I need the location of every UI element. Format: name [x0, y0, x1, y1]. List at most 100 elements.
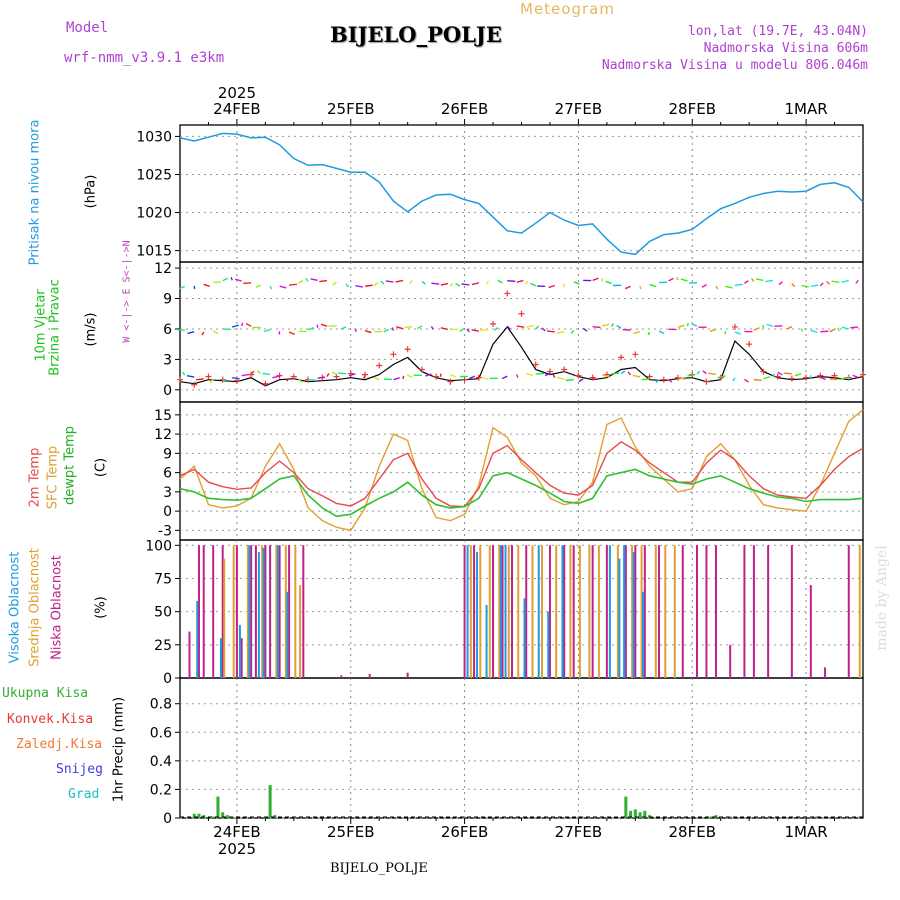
wind-direction-arrow [373, 282, 379, 287]
wind-direction-arrow [417, 325, 423, 330]
wind-direction-arrow [425, 373, 432, 377]
precip-bar [633, 809, 637, 818]
date-label-top: 25FEB [327, 100, 374, 118]
gust-point-marker [646, 373, 653, 380]
wind-direction-arrow [535, 325, 540, 330]
wind-direction-arrow [298, 279, 304, 284]
wind-direction-arrow [715, 285, 719, 290]
wind-direction-arrow [363, 375, 366, 379]
elevation-label: Nadmorska Visina 606m [703, 41, 868, 56]
wind-direction-arrow [385, 280, 394, 283]
legend-convective-rain: Konvek.Kisa [7, 712, 94, 727]
wind-direction-arrow [431, 282, 440, 285]
precip-bar [268, 785, 272, 818]
wind-direction-arrow [338, 372, 347, 375]
wind-direction-arrow [383, 328, 390, 333]
dewpoint-series-line [179, 468, 864, 518]
date-label-top: 27FEB [555, 100, 602, 118]
wind-direction-arrow [222, 277, 229, 282]
gust-point-marker [418, 366, 425, 373]
precip-bar [814, 816, 818, 818]
wind-direction-arrow [230, 276, 233, 281]
wind-direction-arrow [354, 328, 357, 332]
wind-direction-arrow [450, 374, 457, 378]
wind-direction-arrow [766, 323, 774, 328]
wind-direction-arrow [641, 377, 650, 381]
wind-direction-arrow [744, 378, 749, 383]
ytick-label-precip: 0.8 [150, 697, 172, 713]
wind-direction-arrow [753, 327, 760, 331]
precip-bar [216, 796, 220, 818]
wind-direction-arrow [548, 284, 555, 289]
wind-direction-arrow [668, 277, 674, 282]
gust-point-marker [461, 376, 468, 383]
ytick-label-pressure: 1025 [136, 167, 172, 183]
wind-direction-arrow [825, 280, 831, 285]
wind-direction-arrow [187, 331, 195, 335]
wind-direction-arrow [256, 370, 262, 375]
gust-point-marker [262, 380, 269, 387]
wind-direction-arrow [841, 280, 849, 283]
wind-direction-arrow [310, 278, 318, 281]
wind-direction-arrow [800, 328, 803, 332]
wind-direction-arrow [709, 328, 717, 333]
precip-bar [225, 815, 229, 818]
ytick-label-temperature: 15 [154, 408, 172, 424]
wind-direction-arrow [471, 329, 479, 332]
ytick-label-wind: 6 [163, 322, 172, 338]
gust-point-marker [504, 290, 511, 297]
gust-point-marker [731, 323, 738, 330]
wind-direction-arrow [570, 329, 575, 334]
wind-direction-arrow [364, 284, 373, 288]
wind-direction-arrow [680, 278, 688, 282]
wind-direction-arrow [471, 282, 479, 286]
gust-point-marker [803, 374, 810, 381]
wind-direction-arrow [203, 283, 211, 288]
wind-direction-arrow [810, 284, 819, 288]
wind-direction-arrow [620, 370, 626, 375]
year-label-bottom: 2025 [218, 840, 256, 858]
station-title: BIJELO_POLJE [330, 22, 502, 47]
wind-direction-arrow [516, 374, 519, 378]
wind-direction-arrow [298, 378, 303, 383]
legend-total-rain: Ukupna Kisa [2, 686, 89, 701]
gust-point-marker [276, 372, 283, 379]
wind-direction-arrow [687, 373, 695, 377]
wind-direction-arrow [176, 328, 185, 332]
gust-point-marker [561, 366, 568, 373]
wind-direction-arrow [255, 284, 261, 289]
panel-frame-wind [179, 261, 864, 403]
gust-point-marker [632, 351, 639, 358]
precip-bar [643, 810, 647, 818]
date-label-top: 1MAR [784, 100, 827, 118]
wind-direction-arrow [691, 323, 698, 327]
precip-bar [624, 796, 628, 818]
wind-direction-arrow [744, 280, 749, 284]
gust-point-marker [191, 381, 198, 388]
ytick-label-clouds: 25 [154, 638, 172, 654]
ytick-label-precip: 0 [163, 811, 172, 827]
ytick-label-wind: 12 [154, 261, 172, 277]
wind-direction-arrow [486, 280, 489, 285]
wind-direction-arrow [702, 370, 707, 375]
date-label-bottom: 25FEB [327, 823, 374, 841]
wind-direction-arrow [778, 281, 783, 286]
wind-direction-arrow [232, 376, 240, 380]
wind-direction-arrow [611, 323, 615, 327]
gust-point-marker [703, 378, 710, 385]
wind-direction-arrow [201, 331, 205, 336]
precip-bar [629, 810, 633, 818]
year-label-top: 2025 [218, 84, 256, 102]
ytick-label-wind: 0 [163, 383, 172, 399]
wind-direction-arrow [696, 370, 701, 375]
wind-direction-arrow [493, 327, 499, 331]
wind-direction-arrow [345, 283, 350, 288]
ytick-label-temperature: 12 [154, 427, 172, 443]
gust-point-marker [333, 373, 340, 380]
wind-direction-arrow [195, 378, 204, 381]
wind-direction-arrow [525, 280, 528, 285]
wind-direction-arrow [440, 282, 449, 286]
wind-direction-arrow [466, 328, 470, 333]
gust-point-marker [433, 373, 440, 380]
gust-point-marker [518, 310, 525, 317]
